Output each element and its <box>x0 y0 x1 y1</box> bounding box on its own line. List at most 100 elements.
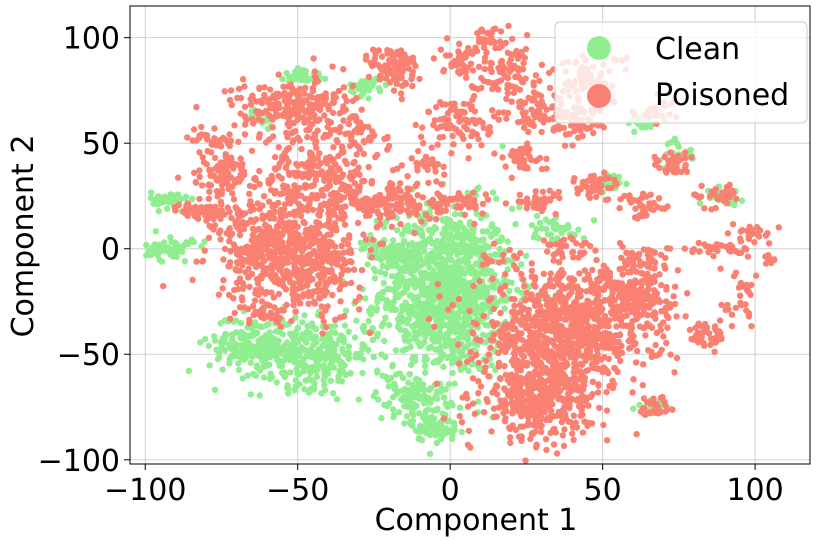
data-point <box>518 289 525 296</box>
data-point <box>506 425 514 433</box>
data-point <box>318 311 325 318</box>
data-point <box>428 300 435 307</box>
data-point <box>580 235 588 242</box>
data-point <box>399 250 407 258</box>
data-point <box>557 281 564 289</box>
data-point <box>308 108 316 115</box>
data-point <box>421 363 429 370</box>
data-point <box>321 366 328 373</box>
data-point <box>321 290 328 298</box>
data-point <box>527 399 535 406</box>
data-point <box>389 361 396 369</box>
data-point <box>547 429 554 437</box>
data-point <box>428 250 435 258</box>
data-point <box>322 355 329 363</box>
data-point <box>244 372 251 379</box>
data-point <box>359 369 366 377</box>
data-point <box>278 157 286 164</box>
data-point <box>611 279 618 286</box>
data-point <box>616 292 623 299</box>
data-point <box>434 252 441 259</box>
data-point <box>302 195 309 202</box>
data-point <box>550 441 558 448</box>
data-point <box>552 226 560 233</box>
data-point <box>271 242 279 250</box>
data-point <box>292 330 300 338</box>
data-point <box>637 285 645 292</box>
data-point <box>193 258 200 265</box>
data-point <box>172 241 180 248</box>
data-point <box>299 319 306 326</box>
data-point <box>632 279 640 287</box>
data-point <box>464 403 472 410</box>
data-point <box>298 284 305 291</box>
data-point <box>426 386 433 393</box>
data-point <box>470 282 477 290</box>
data-point <box>504 266 511 273</box>
data-point <box>565 224 572 231</box>
data-point <box>461 301 468 308</box>
data-point <box>318 390 325 397</box>
data-point <box>285 145 292 152</box>
data-point <box>239 219 247 226</box>
data-point <box>235 285 242 293</box>
data-point <box>432 432 439 439</box>
data-point <box>219 285 226 292</box>
data-point <box>286 342 293 349</box>
data-point <box>182 193 190 200</box>
data-point <box>234 94 241 102</box>
data-point <box>390 413 397 421</box>
data-point <box>239 285 247 292</box>
data-point <box>373 369 381 376</box>
data-point <box>380 279 387 287</box>
data-point <box>303 127 310 134</box>
data-point <box>286 246 293 254</box>
data-point <box>497 375 504 383</box>
data-point <box>570 436 577 443</box>
data-point <box>201 247 208 254</box>
data-point <box>571 373 578 381</box>
data-point <box>530 378 537 385</box>
data-point <box>564 294 571 302</box>
data-point <box>578 309 585 316</box>
scatter-points <box>143 22 782 464</box>
data-point <box>412 182 420 190</box>
data-point <box>548 236 556 243</box>
data-point <box>412 376 419 383</box>
data-point <box>241 131 249 138</box>
data-point <box>475 390 482 397</box>
data-point <box>403 279 411 286</box>
data-point <box>418 271 426 278</box>
data-point <box>278 175 285 182</box>
data-point <box>455 296 463 303</box>
data-point <box>294 368 301 376</box>
data-point <box>580 386 587 393</box>
data-point <box>425 179 432 187</box>
data-point <box>422 418 429 425</box>
data-point <box>367 311 375 318</box>
data-point <box>579 429 587 436</box>
data-point <box>425 322 432 329</box>
data-point <box>416 422 424 429</box>
data-point <box>375 396 382 403</box>
data-point <box>437 388 444 395</box>
data-point <box>603 281 610 289</box>
data-point <box>284 195 292 202</box>
data-point <box>275 290 283 298</box>
data-point <box>370 46 377 53</box>
data-point <box>316 212 323 219</box>
data-point <box>451 211 459 218</box>
data-point <box>578 339 585 347</box>
data-point <box>336 110 343 117</box>
data-point <box>454 267 462 275</box>
data-point <box>379 295 386 302</box>
data-point <box>477 383 485 390</box>
data-point <box>448 359 456 367</box>
data-point <box>475 359 482 366</box>
data-point <box>436 241 444 248</box>
data-point <box>682 313 689 320</box>
data-point <box>352 298 359 305</box>
data-point <box>406 210 413 217</box>
data-point <box>600 286 607 294</box>
data-point <box>283 220 290 227</box>
